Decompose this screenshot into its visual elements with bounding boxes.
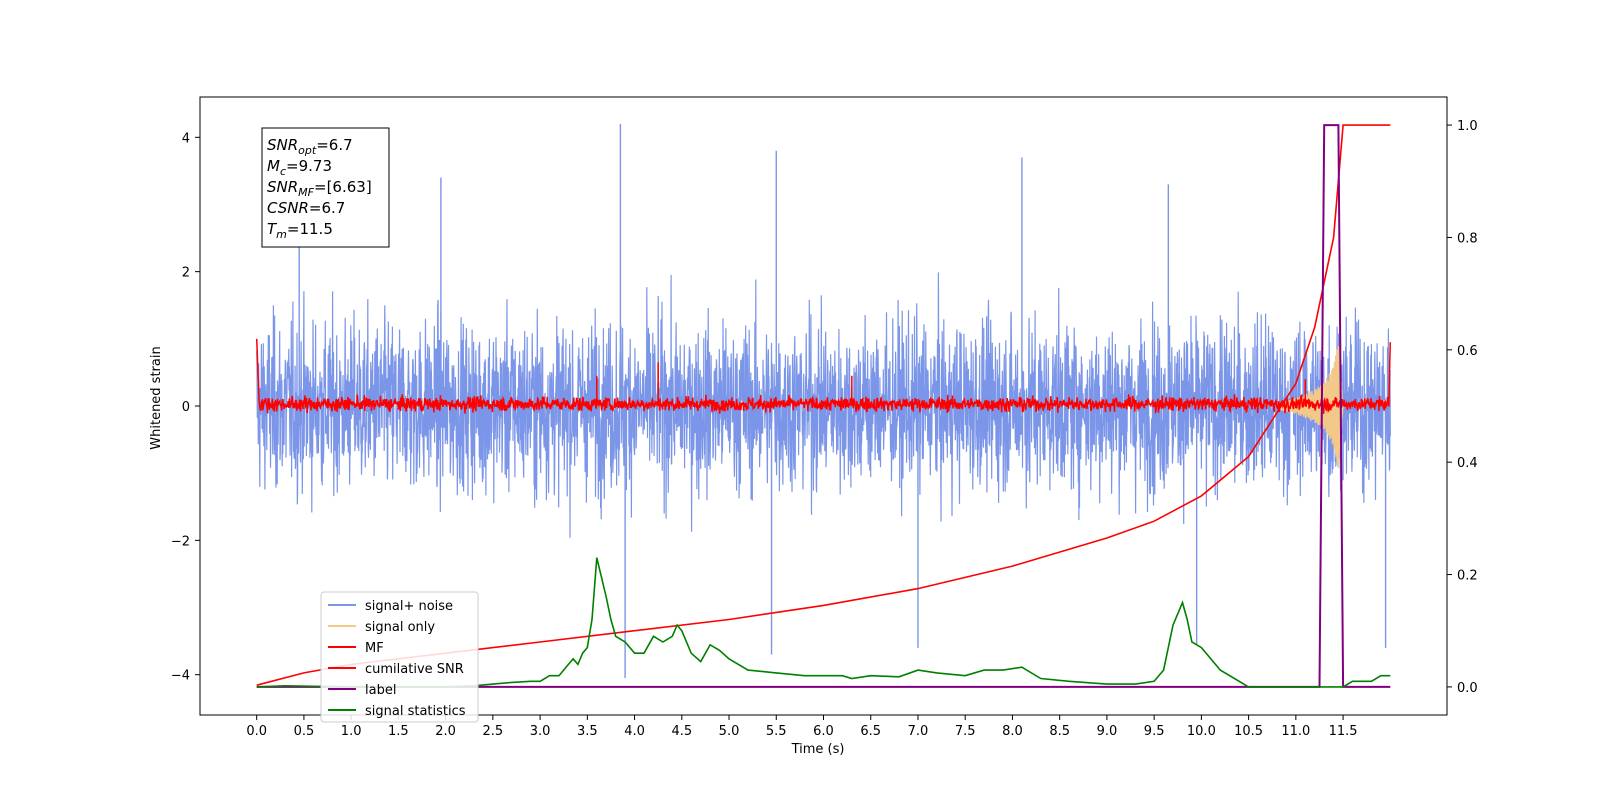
- x-tick-label: 11.0: [1281, 724, 1310, 739]
- y-axis-left-label: Whitened strain: [149, 346, 164, 449]
- x-tick-label: 7.0: [908, 724, 929, 739]
- info-box-line: Tm=11.5: [267, 220, 333, 241]
- series-signal-statistics-line: [256, 557, 1391, 688]
- info-box-frame: [261, 127, 390, 248]
- y-right-tick-label: 0.0: [1457, 681, 1478, 696]
- x-axis-ticks: 0.0 0.5 1.0 1.5 2.0 2.5 3.0 3.5 4.0 4.5 5.0 5.5 6.0 6…: [246, 715, 1358, 739]
- legend-label: label: [365, 683, 396, 698]
- y-right-tick-label: 0.2: [1457, 569, 1478, 584]
- y-right-tick-label: 0.8: [1457, 231, 1478, 246]
- info-box-line: SNRMF=[6.63]: [267, 178, 372, 199]
- info-box-line: CSNR=6.7: [267, 199, 345, 217]
- x-tick-label: 9.5: [1144, 724, 1165, 739]
- x-tick-label: 8.5: [1049, 724, 1070, 739]
- y-right-tick-label: 0.6: [1457, 344, 1478, 359]
- x-tick-label: 4.0: [624, 724, 645, 739]
- x-tick-label: 10.5: [1234, 724, 1263, 739]
- y-right-tick-label: 1.0: [1457, 119, 1478, 134]
- x-tick-label: 0.0: [246, 724, 267, 739]
- y-left-tick-label: 0: [182, 400, 190, 415]
- y-left-tick-label: −2: [171, 534, 190, 549]
- x-tick-label: 3.0: [530, 724, 551, 739]
- x-tick-label: 2.0: [435, 724, 456, 739]
- x-tick-label: 2.5: [483, 724, 504, 739]
- x-tick-label: 5.0: [719, 724, 740, 739]
- x-tick-label: 7.5: [955, 724, 976, 739]
- x-tick-label: 4.5: [671, 724, 692, 739]
- y-right-tick-label: 0.4: [1457, 456, 1478, 471]
- x-tick-label: 10.0: [1187, 724, 1216, 739]
- legend-label: signal+ noise: [365, 599, 453, 614]
- x-tick-label: 11.5: [1329, 724, 1358, 739]
- x-tick-label: 5.5: [766, 724, 787, 739]
- x-tick-label: 6.5: [860, 724, 881, 739]
- x-axis-label: Time (s): [791, 742, 845, 757]
- info-box-line: Mc=9.73: [267, 157, 332, 178]
- legend-label: cumilative SNR: [365, 662, 464, 677]
- x-tick-label: 3.5: [577, 724, 598, 739]
- series-signal-noise-line: [256, 272, 1391, 538]
- x-tick-label: 6.0: [813, 724, 834, 739]
- x-tick-label: 1.5: [388, 724, 409, 739]
- legend-label: MF: [365, 641, 384, 656]
- legend-frame: [320, 591, 479, 723]
- y-left-tick-label: 2: [182, 266, 190, 281]
- legend-label: signal statistics: [365, 704, 466, 719]
- info-box-line: SNRopt=6.7: [267, 136, 353, 157]
- legend-label: signal only: [365, 620, 435, 635]
- x-tick-label: 1.0: [341, 724, 362, 739]
- y-left-tick-label: −4: [171, 669, 190, 684]
- x-tick-label: 9.0: [1097, 724, 1118, 739]
- series-label-line: [256, 124, 1391, 688]
- series-mf-line: [255, 338, 1392, 415]
- y-axis-left-ticks: −4 −2 0 2 4: [171, 131, 200, 684]
- y-left-tick-label: 4: [182, 131, 190, 146]
- x-tick-label: 8.0: [1002, 724, 1023, 739]
- x-tick-label: 0.5: [294, 724, 315, 739]
- legend: signal+ noise signal only MF cumilative SNR…: [320, 591, 479, 723]
- y-axis-right-ticks: 0.0 0.2 0.4 0.6 0.8 1.0: [1447, 119, 1478, 696]
